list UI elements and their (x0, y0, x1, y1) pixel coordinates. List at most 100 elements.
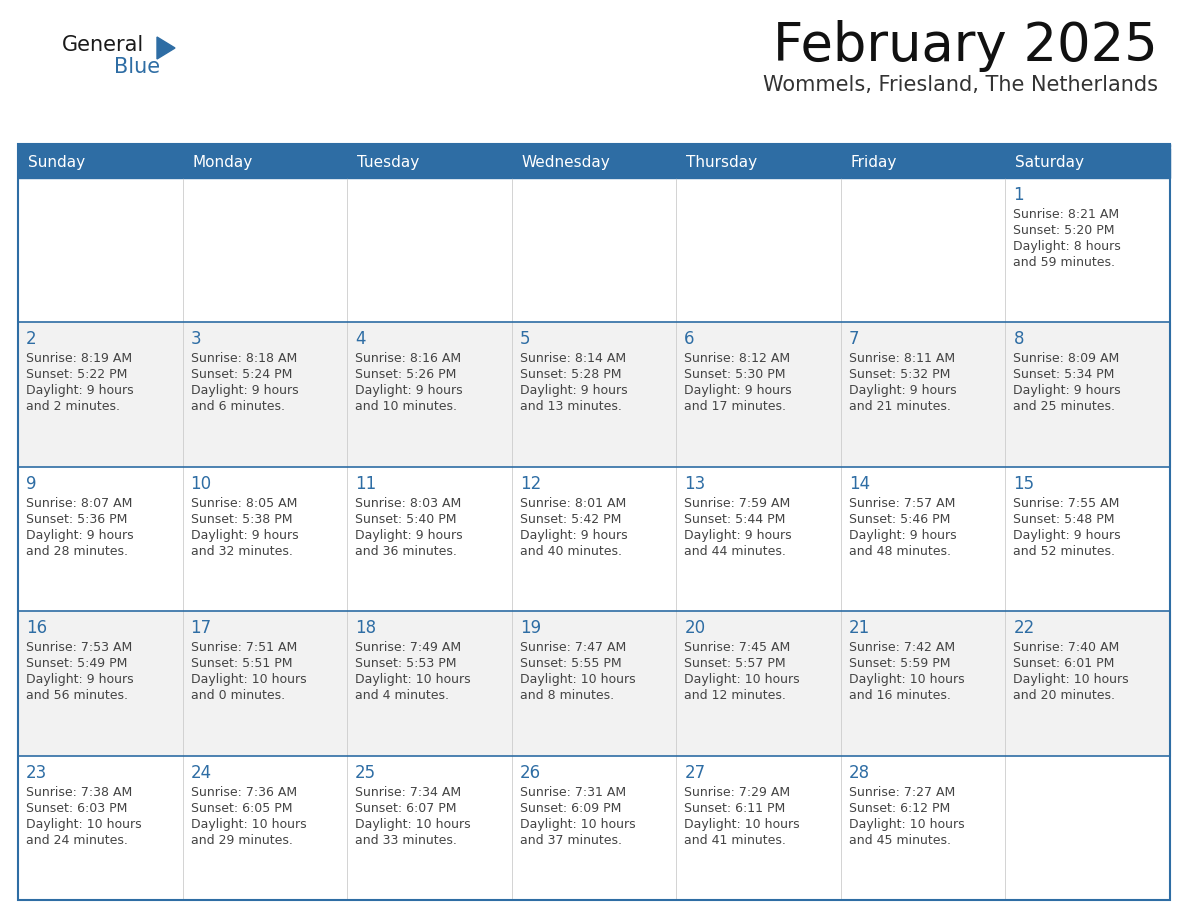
Text: Sunrise: 7:59 AM: Sunrise: 7:59 AM (684, 497, 790, 509)
Bar (18, 178, 1170, 322)
Text: Daylight: 9 hours: Daylight: 9 hours (1013, 385, 1121, 397)
Text: 18: 18 (355, 620, 377, 637)
Text: and 25 minutes.: and 25 minutes. (1013, 400, 1116, 413)
Text: Sunrise: 8:18 AM: Sunrise: 8:18 AM (190, 353, 297, 365)
Text: 8: 8 (1013, 330, 1024, 349)
Text: Sunset: 5:26 PM: Sunset: 5:26 PM (355, 368, 456, 381)
Text: 22: 22 (1013, 620, 1035, 637)
Text: Sunset: 5:44 PM: Sunset: 5:44 PM (684, 513, 785, 526)
Text: Sunset: 5:59 PM: Sunset: 5:59 PM (849, 657, 950, 670)
Text: Sunrise: 8:14 AM: Sunrise: 8:14 AM (519, 353, 626, 365)
Text: and 33 minutes.: and 33 minutes. (355, 834, 457, 846)
Text: Daylight: 9 hours: Daylight: 9 hours (26, 673, 133, 686)
Text: 13: 13 (684, 475, 706, 493)
Text: and 29 minutes.: and 29 minutes. (190, 834, 292, 846)
Text: Sunset: 5:53 PM: Sunset: 5:53 PM (355, 657, 456, 670)
Text: Sunrise: 7:47 AM: Sunrise: 7:47 AM (519, 641, 626, 655)
Text: Daylight: 9 hours: Daylight: 9 hours (849, 529, 956, 542)
Text: Sunrise: 8:19 AM: Sunrise: 8:19 AM (26, 353, 132, 365)
Text: Sunrise: 8:16 AM: Sunrise: 8:16 AM (355, 353, 461, 365)
Text: Sunrise: 7:36 AM: Sunrise: 7:36 AM (190, 786, 297, 799)
Text: Blue: Blue (114, 57, 160, 77)
Text: Sunset: 6:07 PM: Sunset: 6:07 PM (355, 801, 456, 814)
Bar (18, 322, 1170, 466)
Bar (18, 466, 1170, 611)
Text: 6: 6 (684, 330, 695, 349)
Text: Sunrise: 7:29 AM: Sunrise: 7:29 AM (684, 786, 790, 799)
Text: Daylight: 10 hours: Daylight: 10 hours (26, 818, 141, 831)
Text: 24: 24 (190, 764, 211, 781)
Text: Daylight: 10 hours: Daylight: 10 hours (190, 673, 307, 686)
Bar (18, 144, 1170, 900)
Text: Daylight: 9 hours: Daylight: 9 hours (190, 529, 298, 542)
Text: Sunset: 5:22 PM: Sunset: 5:22 PM (26, 368, 127, 381)
Text: Sunset: 5:48 PM: Sunset: 5:48 PM (1013, 513, 1114, 526)
Text: Wommels, Friesland, The Netherlands: Wommels, Friesland, The Netherlands (763, 75, 1158, 95)
Text: Sunset: 6:05 PM: Sunset: 6:05 PM (190, 801, 292, 814)
Text: Sunset: 5:46 PM: Sunset: 5:46 PM (849, 513, 950, 526)
Text: and 21 minutes.: and 21 minutes. (849, 400, 950, 413)
Text: 2: 2 (26, 330, 37, 349)
Text: 23: 23 (26, 764, 48, 781)
Text: 14: 14 (849, 475, 870, 493)
Text: General: General (62, 35, 144, 55)
Text: Daylight: 9 hours: Daylight: 9 hours (519, 385, 627, 397)
Text: Sunrise: 7:49 AM: Sunrise: 7:49 AM (355, 641, 461, 655)
Text: Sunrise: 7:40 AM: Sunrise: 7:40 AM (1013, 641, 1119, 655)
Text: Daylight: 10 hours: Daylight: 10 hours (684, 818, 800, 831)
Text: Daylight: 10 hours: Daylight: 10 hours (355, 673, 470, 686)
Text: Daylight: 10 hours: Daylight: 10 hours (684, 673, 800, 686)
Text: Sunset: 5:36 PM: Sunset: 5:36 PM (26, 513, 127, 526)
Text: Tuesday: Tuesday (358, 155, 419, 171)
Text: 28: 28 (849, 764, 870, 781)
Text: and 6 minutes.: and 6 minutes. (190, 400, 285, 413)
Text: Sunset: 5:51 PM: Sunset: 5:51 PM (190, 657, 292, 670)
Text: Sunrise: 7:31 AM: Sunrise: 7:31 AM (519, 786, 626, 799)
Text: and 36 minutes.: and 36 minutes. (355, 544, 457, 558)
Text: Sunset: 6:03 PM: Sunset: 6:03 PM (26, 801, 127, 814)
Text: and 13 minutes.: and 13 minutes. (519, 400, 621, 413)
Text: and 4 minutes.: and 4 minutes. (355, 689, 449, 702)
Text: Daylight: 10 hours: Daylight: 10 hours (190, 818, 307, 831)
Text: Daylight: 9 hours: Daylight: 9 hours (190, 385, 298, 397)
Polygon shape (157, 37, 175, 59)
Text: Daylight: 10 hours: Daylight: 10 hours (1013, 673, 1129, 686)
Text: Sunrise: 8:21 AM: Sunrise: 8:21 AM (1013, 208, 1119, 221)
Text: 10: 10 (190, 475, 211, 493)
Text: Sunset: 5:30 PM: Sunset: 5:30 PM (684, 368, 785, 381)
Text: Daylight: 9 hours: Daylight: 9 hours (684, 529, 792, 542)
Text: and 24 minutes.: and 24 minutes. (26, 834, 128, 846)
Text: and 45 minutes.: and 45 minutes. (849, 834, 950, 846)
Text: Sunset: 5:55 PM: Sunset: 5:55 PM (519, 657, 621, 670)
Text: 26: 26 (519, 764, 541, 781)
Text: Sunset: 5:24 PM: Sunset: 5:24 PM (190, 368, 292, 381)
Text: Daylight: 8 hours: Daylight: 8 hours (1013, 240, 1121, 253)
Text: Daylight: 10 hours: Daylight: 10 hours (849, 818, 965, 831)
Text: and 12 minutes.: and 12 minutes. (684, 689, 786, 702)
Text: Daylight: 9 hours: Daylight: 9 hours (26, 529, 133, 542)
Text: Wednesday: Wednesday (522, 155, 611, 171)
Bar (18, 611, 1170, 756)
Text: Sunrise: 7:27 AM: Sunrise: 7:27 AM (849, 786, 955, 799)
Text: and 32 minutes.: and 32 minutes. (190, 544, 292, 558)
Text: Sunrise: 7:55 AM: Sunrise: 7:55 AM (1013, 497, 1120, 509)
Text: Sunrise: 7:45 AM: Sunrise: 7:45 AM (684, 641, 790, 655)
Text: Sunset: 5:32 PM: Sunset: 5:32 PM (849, 368, 950, 381)
Text: Sunrise: 8:11 AM: Sunrise: 8:11 AM (849, 353, 955, 365)
Text: Sunset: 5:20 PM: Sunset: 5:20 PM (1013, 224, 1114, 237)
Text: 1: 1 (1013, 186, 1024, 204)
Text: Daylight: 9 hours: Daylight: 9 hours (1013, 529, 1121, 542)
Text: Daylight: 9 hours: Daylight: 9 hours (26, 385, 133, 397)
Text: Sunrise: 7:34 AM: Sunrise: 7:34 AM (355, 786, 461, 799)
Text: Daylight: 10 hours: Daylight: 10 hours (355, 818, 470, 831)
Text: 4: 4 (355, 330, 366, 349)
Text: 21: 21 (849, 620, 870, 637)
Text: Sunset: 5:40 PM: Sunset: 5:40 PM (355, 513, 456, 526)
Text: 20: 20 (684, 620, 706, 637)
Text: and 20 minutes.: and 20 minutes. (1013, 689, 1116, 702)
Text: Daylight: 10 hours: Daylight: 10 hours (519, 673, 636, 686)
Text: Sunrise: 8:12 AM: Sunrise: 8:12 AM (684, 353, 790, 365)
Text: Sunrise: 8:07 AM: Sunrise: 8:07 AM (26, 497, 132, 509)
Text: 7: 7 (849, 330, 859, 349)
Text: Sunset: 6:01 PM: Sunset: 6:01 PM (1013, 657, 1114, 670)
